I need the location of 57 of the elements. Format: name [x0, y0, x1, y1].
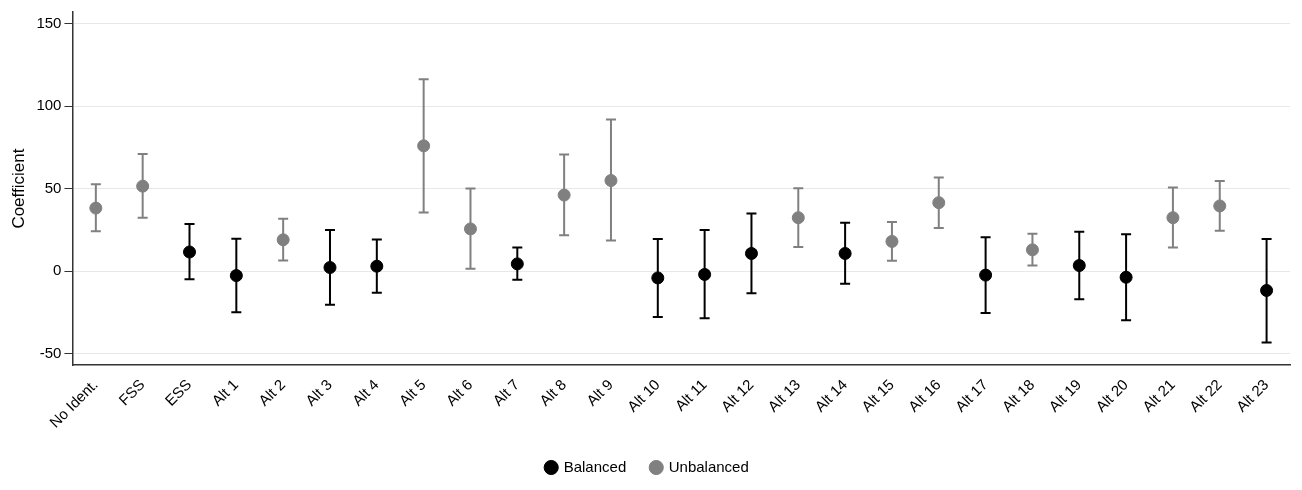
x-tick-label: Alt 18 — [998, 375, 1038, 415]
y-tick-label: 100 — [36, 96, 62, 114]
x-tick-label: Alt 14 — [811, 375, 851, 415]
x-tick-label: Alt 19 — [1045, 375, 1085, 415]
x-tick-label: Alt 10 — [623, 375, 663, 415]
point — [1166, 211, 1180, 225]
legend-label: Balanced — [563, 457, 627, 475]
point — [229, 269, 243, 283]
point — [651, 271, 665, 285]
point — [136, 179, 150, 193]
point — [1260, 283, 1274, 297]
point — [838, 246, 852, 260]
point — [183, 245, 196, 259]
x-tick-label: Alt 17 — [951, 375, 991, 415]
point — [89, 201, 103, 215]
point — [1213, 199, 1227, 213]
x-tick-label: Alt 8 — [535, 375, 570, 409]
y-axis-title: Coefficient — [8, 148, 28, 229]
point — [885, 234, 899, 248]
point — [463, 222, 477, 236]
point — [417, 139, 431, 153]
x-tick-label: Alt 1 — [208, 375, 242, 409]
y-tick-label: 150 — [36, 13, 62, 31]
legend-label: Unbalanced — [668, 457, 749, 475]
x-tick-label: Alt 9 — [582, 375, 617, 409]
x-tick-label: Alt 12 — [717, 375, 757, 415]
x-tick-label: Alt 23 — [1232, 375, 1272, 415]
x-tick-label: Alt 7 — [489, 375, 523, 409]
x-tick-label: Alt 11 — [671, 375, 710, 414]
point — [323, 261, 337, 275]
point — [604, 174, 618, 188]
x-tick-label: Alt 21 — [1138, 375, 1178, 415]
y-tick-label: 0 — [53, 261, 62, 279]
y-tick-label: 50 — [44, 178, 62, 196]
x-tick-label: Alt 2 — [254, 375, 289, 409]
point — [791, 211, 805, 225]
x-tick-label: Alt 20 — [1092, 375, 1132, 415]
x-tick-label: Alt 3 — [301, 375, 336, 409]
point — [1072, 259, 1086, 273]
point — [1119, 270, 1133, 284]
point — [1025, 243, 1039, 257]
point — [557, 188, 571, 202]
point — [276, 233, 290, 247]
x-tick-label: Alt 4 — [348, 375, 382, 409]
x-tick-label: Alt 22 — [1185, 375, 1225, 415]
point — [979, 268, 993, 282]
x-tick-label: Alt 5 — [395, 375, 429, 409]
point — [510, 257, 524, 271]
point — [370, 259, 384, 273]
point — [932, 196, 946, 210]
x-tick-label: Alt 6 — [442, 375, 476, 409]
point — [698, 267, 712, 281]
y-tick-label: -50 — [39, 343, 62, 361]
x-tick-label: Alt 16 — [904, 375, 944, 415]
x-tick-label: Alt 15 — [857, 375, 897, 415]
x-tick-label: Alt 13 — [764, 375, 804, 415]
point — [744, 246, 758, 260]
